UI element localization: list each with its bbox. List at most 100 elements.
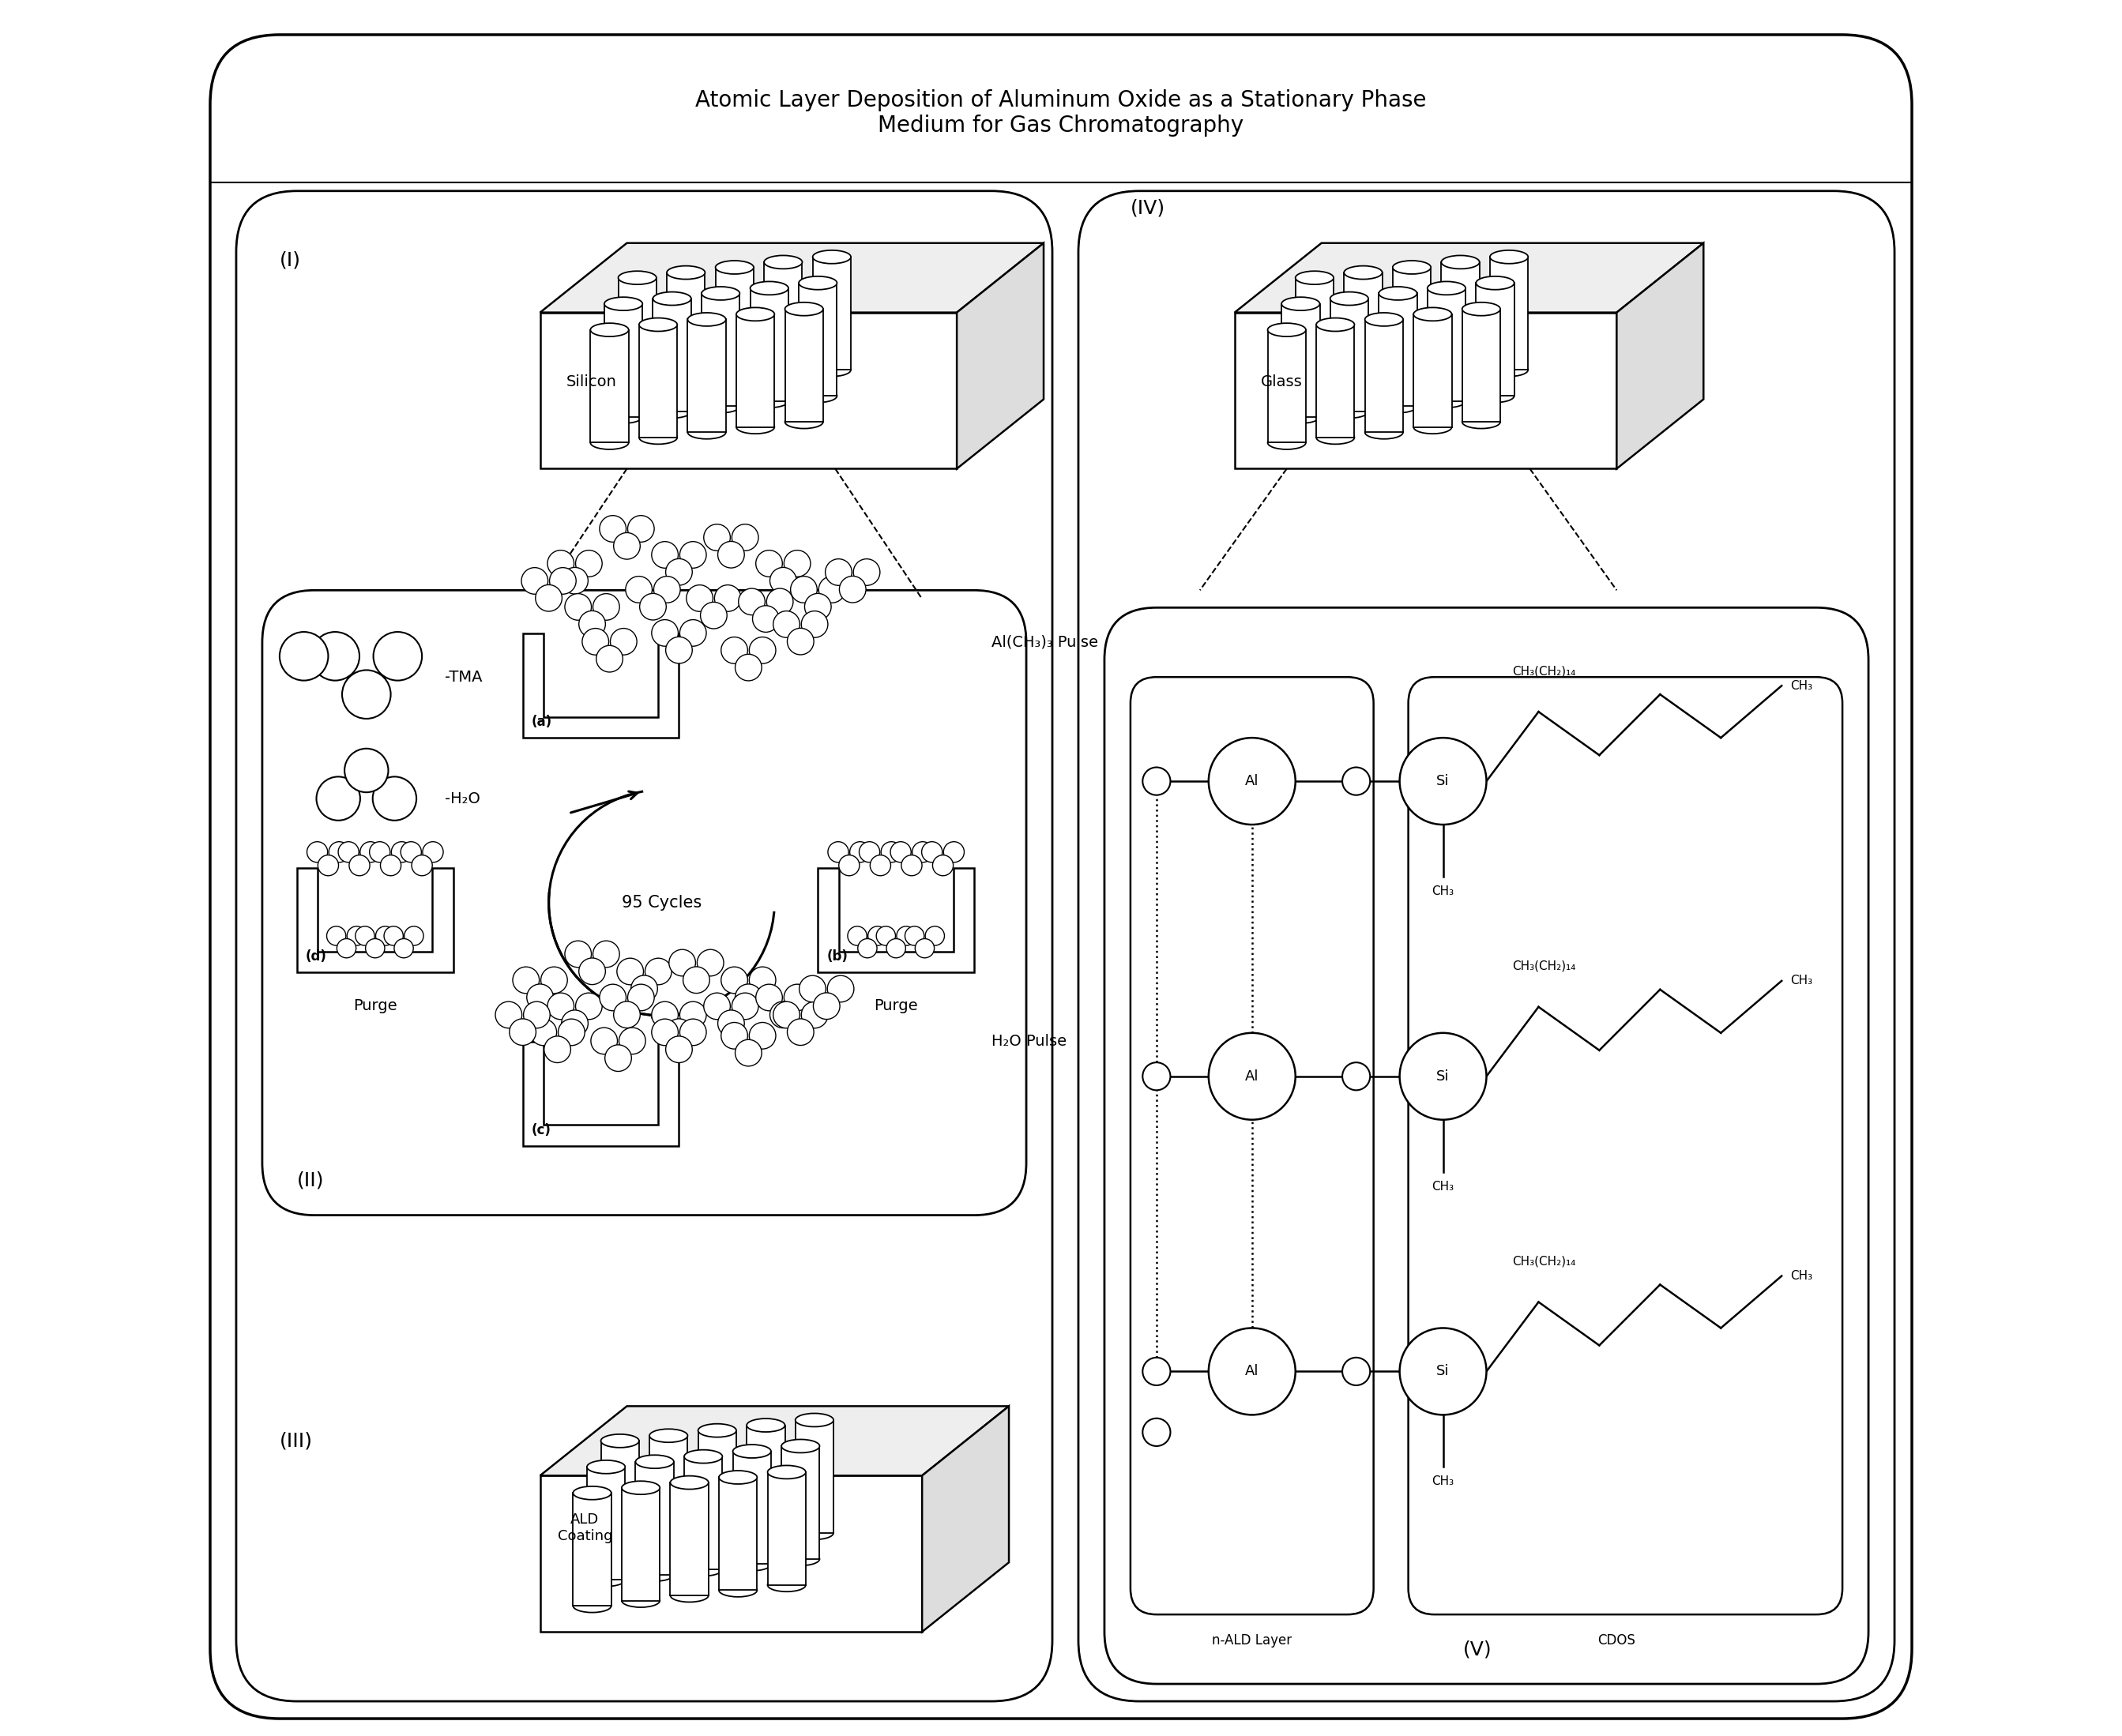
Ellipse shape xyxy=(605,410,643,424)
Circle shape xyxy=(1142,1358,1171,1385)
Text: -H₂O: -H₂O xyxy=(443,792,480,806)
Text: 95 Cycles: 95 Cycles xyxy=(622,894,702,911)
Circle shape xyxy=(828,842,849,863)
Circle shape xyxy=(628,984,654,1010)
Circle shape xyxy=(679,620,707,646)
Circle shape xyxy=(522,568,547,594)
Circle shape xyxy=(613,533,641,559)
Circle shape xyxy=(547,550,575,576)
Circle shape xyxy=(700,602,728,628)
Circle shape xyxy=(840,576,866,602)
Ellipse shape xyxy=(654,292,692,306)
Polygon shape xyxy=(768,1472,806,1585)
Circle shape xyxy=(651,542,679,568)
Circle shape xyxy=(639,594,666,620)
Ellipse shape xyxy=(573,1486,611,1500)
Circle shape xyxy=(944,842,963,863)
Ellipse shape xyxy=(590,436,628,450)
Circle shape xyxy=(514,967,539,993)
Text: CH₃: CH₃ xyxy=(1791,976,1812,986)
Ellipse shape xyxy=(702,399,741,413)
Circle shape xyxy=(787,628,815,654)
Circle shape xyxy=(734,654,762,681)
Polygon shape xyxy=(637,1462,675,1575)
Polygon shape xyxy=(541,312,957,469)
Circle shape xyxy=(654,576,681,602)
Circle shape xyxy=(509,1019,537,1045)
Polygon shape xyxy=(1617,243,1704,469)
Polygon shape xyxy=(751,288,789,401)
Circle shape xyxy=(1401,738,1485,825)
Text: CH₃(CH₂)₁₄: CH₃(CH₂)₁₄ xyxy=(1513,960,1577,972)
Circle shape xyxy=(380,856,401,875)
Circle shape xyxy=(562,568,588,594)
Polygon shape xyxy=(522,1042,679,1146)
Polygon shape xyxy=(649,1436,688,1549)
Text: Silicon: Silicon xyxy=(567,375,618,389)
Circle shape xyxy=(1142,1062,1171,1090)
FancyBboxPatch shape xyxy=(210,35,1912,1719)
Ellipse shape xyxy=(1282,297,1320,311)
Ellipse shape xyxy=(649,1542,688,1555)
Ellipse shape xyxy=(1392,373,1430,387)
Circle shape xyxy=(630,976,658,1002)
Polygon shape xyxy=(1294,278,1333,391)
Circle shape xyxy=(772,1002,800,1028)
Ellipse shape xyxy=(1330,292,1369,306)
Circle shape xyxy=(847,927,866,946)
Polygon shape xyxy=(1282,304,1320,417)
Circle shape xyxy=(373,776,416,821)
Circle shape xyxy=(705,993,730,1019)
Circle shape xyxy=(734,1040,762,1066)
Ellipse shape xyxy=(637,1568,675,1581)
Text: Glass: Glass xyxy=(1260,375,1303,389)
Circle shape xyxy=(564,594,592,620)
Polygon shape xyxy=(618,278,656,391)
Ellipse shape xyxy=(590,323,628,337)
Ellipse shape xyxy=(1267,436,1305,450)
Circle shape xyxy=(828,976,853,1002)
Ellipse shape xyxy=(796,1413,834,1427)
Polygon shape xyxy=(1316,325,1354,437)
Polygon shape xyxy=(1379,293,1417,406)
Circle shape xyxy=(732,993,758,1019)
Text: (III): (III) xyxy=(280,1432,312,1450)
Ellipse shape xyxy=(768,1465,806,1479)
Polygon shape xyxy=(666,273,705,385)
Circle shape xyxy=(783,550,811,576)
Circle shape xyxy=(1210,1328,1294,1415)
Polygon shape xyxy=(297,868,454,972)
Circle shape xyxy=(645,958,671,984)
Circle shape xyxy=(651,1019,679,1045)
Circle shape xyxy=(825,559,851,585)
Circle shape xyxy=(849,842,870,863)
Ellipse shape xyxy=(813,250,851,264)
Circle shape xyxy=(543,1036,571,1062)
Circle shape xyxy=(698,950,724,976)
Text: Si: Si xyxy=(1437,1364,1449,1378)
Polygon shape xyxy=(541,1406,1008,1476)
Circle shape xyxy=(770,568,796,594)
Polygon shape xyxy=(1364,319,1403,432)
Circle shape xyxy=(316,776,361,821)
Ellipse shape xyxy=(1316,431,1354,444)
Ellipse shape xyxy=(798,276,836,290)
Polygon shape xyxy=(1441,262,1479,375)
Ellipse shape xyxy=(618,271,656,285)
Circle shape xyxy=(327,927,346,946)
FancyBboxPatch shape xyxy=(263,590,1027,1215)
Ellipse shape xyxy=(588,1460,626,1474)
Circle shape xyxy=(666,1036,692,1062)
Ellipse shape xyxy=(573,1599,611,1613)
Ellipse shape xyxy=(732,1444,770,1458)
Ellipse shape xyxy=(1294,384,1333,398)
Ellipse shape xyxy=(781,1439,819,1453)
Circle shape xyxy=(792,576,817,602)
Text: Al: Al xyxy=(1246,1364,1258,1378)
Polygon shape xyxy=(522,634,679,738)
Circle shape xyxy=(342,670,390,719)
Circle shape xyxy=(390,842,412,863)
Circle shape xyxy=(405,927,424,946)
Polygon shape xyxy=(688,319,726,432)
Ellipse shape xyxy=(1282,410,1320,424)
